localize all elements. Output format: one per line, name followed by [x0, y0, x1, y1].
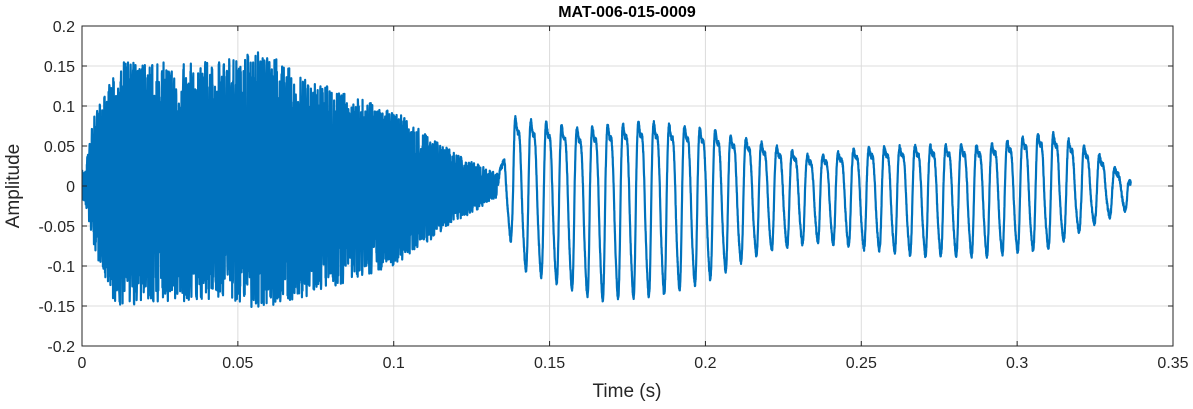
- y-tick-label: -0.05: [39, 219, 76, 236]
- y-tick-label: -0.15: [39, 299, 76, 316]
- x-tick-label: 0: [78, 355, 87, 372]
- chart-title: MAT-006-015-0009: [558, 4, 696, 21]
- x-tick-label: 0.35: [1157, 355, 1188, 372]
- x-tick-label: 0.15: [534, 355, 565, 372]
- x-axis-ticks: 0 0.05 0.1 0.15 0.2 0.25 0.3 0.35: [78, 26, 1189, 372]
- y-axis-ticks: -0.2 -0.15 -0.1 -0.05 0 0.05 0.1 0.15 0.2: [39, 19, 1173, 356]
- y-tick-label: -0.1: [47, 259, 75, 276]
- y-axis-label: Amplitude: [3, 144, 24, 229]
- x-axis-label: Time (s): [593, 381, 662, 402]
- y-tick-label: 0.05: [44, 139, 75, 156]
- y-tick-label: 0.1: [53, 99, 75, 116]
- x-tick-label: 0.1: [383, 355, 405, 372]
- y-tick-label: 0.2: [53, 19, 75, 36]
- x-tick-label: 0.2: [694, 355, 716, 372]
- y-tick-label: -0.2: [47, 339, 75, 356]
- y-tick-label: 0: [66, 179, 75, 196]
- x-tick-label: 0.05: [222, 355, 253, 372]
- y-tick-label: 0.15: [44, 59, 75, 76]
- signal-series-line: [82, 51, 1132, 308]
- x-tick-label: 0.25: [846, 355, 877, 372]
- x-tick-label: 0.3: [1006, 355, 1028, 372]
